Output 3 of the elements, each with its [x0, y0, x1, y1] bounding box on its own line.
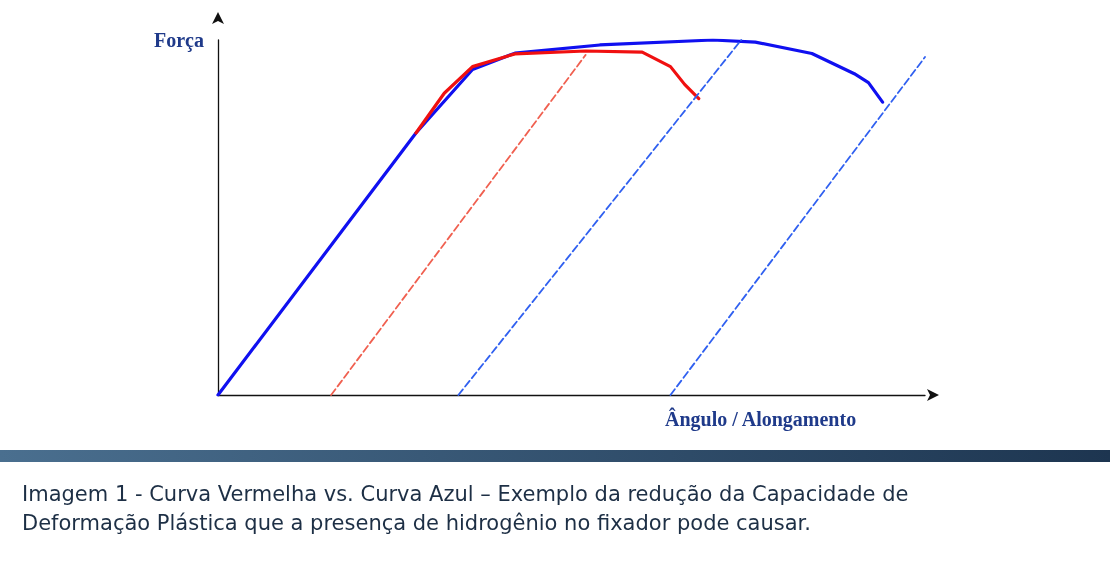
text: Imagem 1 - Curva Vermelha vs. Curva Azul – Exemplo da redução da Capacidade de Deformação Plástica que a presença de hidrogênio no fixador pode causar. [22, 481, 910, 537]
x-axis-title: Ângulo / Alongamento [665, 407, 857, 431]
y-axis-title: Força [154, 29, 204, 52]
